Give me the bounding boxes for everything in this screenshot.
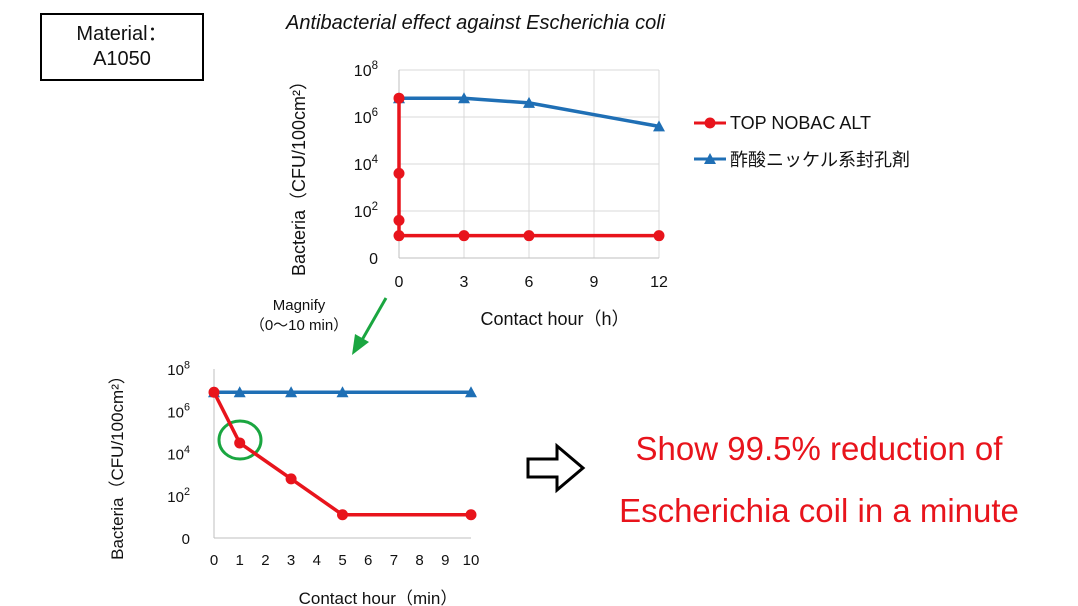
zoom-x-tick-label: 6 (364, 552, 372, 569)
highlight-circle (217, 419, 263, 461)
magnify-label: Magnify （0～10 min） (244, 296, 354, 336)
legend-label-nickel-acetate: 酢酸ニッケル系封孔剤 (730, 150, 910, 170)
zoom-y-tick-label: 108 (167, 359, 190, 379)
top-x-tick-label: 12 (650, 274, 668, 291)
material-label: Material： (76, 23, 168, 45)
zoom-x-axis-label: Contact hour（min） (299, 589, 458, 606)
top-x-tick-label: 6 (525, 274, 534, 291)
zoom-y-tick-label: 102 (167, 486, 190, 506)
zoom-y-tick-label: 0 (182, 531, 190, 548)
top-x-tick-label: 3 (460, 274, 469, 291)
legend-entry-nickel-acetate: 酢酸ニッケル系封孔剤 (694, 141, 910, 177)
magnify-text: Magnify (272, 297, 326, 314)
zoom-point-0 (337, 509, 348, 521)
top-point-1 (523, 96, 535, 108)
conclusion-line-1: Show 99.5% reduction of (635, 430, 1003, 467)
zoom-point-1 (233, 386, 246, 398)
top-point-1 (653, 120, 665, 132)
legend-label-top-nobac: TOP NOBAC ALT (730, 112, 872, 133)
zoom-series-line-0 (212, 391, 471, 517)
zoom-point-0 (285, 473, 297, 485)
top-point-0 (393, 92, 405, 104)
top-y-tick-label: 108 (354, 60, 378, 80)
top-chart (393, 69, 665, 259)
zoom-x-tick-label: 8 (415, 552, 423, 569)
top-y-tick-label: 106 (354, 107, 378, 127)
zoom-y-axis-label: Bacteria（CFU/100cm²） (108, 367, 127, 560)
top-point-1 (458, 92, 470, 104)
top-x-tick-label: 0 (395, 274, 404, 291)
magnify-arrow-icon (352, 297, 388, 355)
top-y-tick-label: 104 (354, 154, 379, 174)
top-point-0 (393, 167, 405, 179)
legend-marker-circle-icon (694, 117, 726, 129)
result-arrow-icon (526, 442, 586, 494)
zoom-x-tick-label: 9 (441, 552, 449, 569)
top-point-0 (458, 230, 470, 242)
zoom-point-1 (336, 386, 349, 398)
top-y-axis-label: Bacteria（CFU/100cm²） (289, 72, 309, 276)
zoom-x-tick-label: 1 (236, 552, 244, 569)
legend-entry-top-nobac: TOP NOBAC ALT (694, 105, 910, 141)
top-x-axis-label: Contact hour（h） (480, 309, 629, 329)
legend: TOP NOBAC ALT 酢酸ニッケル系封孔剤 (694, 105, 910, 177)
magnify-range: （0～10 min） (249, 317, 349, 334)
top-point-0 (393, 230, 405, 242)
zoom-x-tick-label: 0 (210, 552, 218, 569)
zoom-chart (208, 369, 477, 539)
zoom-x-tick-label: 10 (463, 552, 480, 569)
top-x-tick-label: 9 (590, 274, 599, 291)
top-point-0 (393, 214, 405, 226)
zoom-y-tick-label: 104 (167, 444, 190, 464)
material-box: Material： A1050 (40, 13, 204, 81)
top-y-tick-label: 102 (354, 201, 378, 221)
material-value: A1050 (93, 48, 151, 70)
chart-title: Antibacterial effect against Escherichia… (286, 12, 666, 34)
zoom-point-0 (465, 509, 477, 521)
zoom-x-tick-label: 2 (261, 552, 269, 569)
zoom-point-1 (285, 386, 298, 398)
zoom-x-tick-label: 5 (338, 552, 346, 569)
conclusion-text: Show 99.5% reduction of Escherichia coil… (580, 418, 1058, 542)
zoom-y-tick-label: 106 (167, 402, 190, 422)
top-point-0 (523, 230, 535, 242)
zoom-point-1 (465, 386, 477, 398)
top-series-line-1 (399, 96, 660, 129)
zoom-point-0 (234, 437, 246, 449)
zoom-point-0 (208, 386, 220, 398)
zoom-x-tick-label: 7 (390, 552, 398, 569)
legend-marker-triangle-icon (694, 153, 726, 164)
top-y-tick-label: 0 (369, 251, 378, 268)
conclusion-line-2: Escherichia coil in a minute (619, 492, 1019, 529)
zoom-x-tick-label: 3 (287, 552, 295, 569)
zoom-x-tick-label: 4 (313, 552, 321, 569)
top-point-0 (653, 230, 665, 242)
